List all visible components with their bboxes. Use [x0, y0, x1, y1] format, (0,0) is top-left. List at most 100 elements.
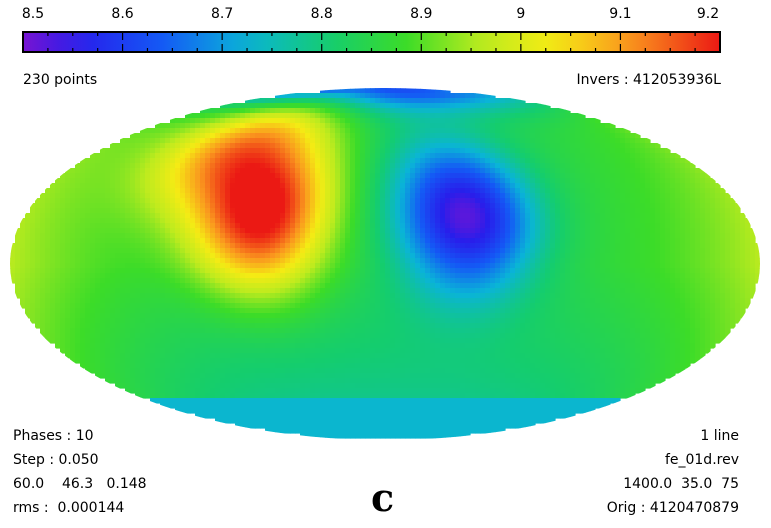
map-cell — [600, 233, 606, 239]
map-cell — [580, 233, 586, 239]
map-cell — [480, 178, 486, 184]
map-cell — [90, 168, 96, 174]
map-cell — [585, 123, 591, 129]
map-cell — [535, 143, 541, 149]
map-cell — [310, 253, 316, 259]
map-cell — [150, 273, 156, 279]
map-cell — [555, 123, 561, 129]
map-cell — [520, 198, 526, 204]
map-cell — [480, 173, 486, 179]
map-cell — [415, 183, 421, 189]
map-cell — [240, 158, 246, 164]
map-cell — [115, 148, 121, 154]
map-cell — [335, 153, 341, 159]
map-cell — [215, 268, 221, 274]
map-cell — [715, 223, 721, 229]
map-cell — [605, 173, 611, 179]
map-cell — [325, 128, 331, 134]
map-cell — [190, 148, 196, 154]
map-cell — [90, 223, 96, 229]
map-cell — [155, 273, 161, 279]
map-cell — [340, 108, 346, 114]
map-cell — [505, 253, 511, 259]
map-cell — [550, 108, 556, 114]
map-cell — [60, 283, 66, 289]
map-cell — [525, 123, 531, 129]
map-cell — [195, 168, 201, 174]
map-cell — [260, 238, 266, 244]
map-cell — [280, 253, 286, 259]
map-cell — [390, 188, 396, 194]
map-cell — [135, 218, 141, 224]
map-cell — [730, 208, 736, 214]
map-cell — [580, 153, 586, 159]
map-cell — [620, 143, 626, 149]
map-cell — [160, 283, 166, 289]
map-cell — [315, 103, 321, 109]
map-cell — [555, 223, 561, 229]
map-cell — [685, 233, 691, 239]
map-cell — [255, 233, 261, 239]
map-cell — [590, 288, 596, 294]
map-cell — [535, 213, 541, 219]
map-cell — [570, 253, 576, 259]
map-cell — [455, 188, 461, 194]
map-cell — [240, 273, 246, 279]
map-cell — [380, 228, 386, 234]
map-cell — [40, 288, 46, 294]
map-cell — [220, 133, 226, 139]
map-cell — [580, 138, 586, 144]
map-cell — [290, 118, 296, 124]
map-cell — [670, 263, 676, 269]
map-cell — [590, 193, 596, 199]
map-cell — [100, 238, 106, 244]
map-cell — [550, 163, 556, 169]
map-cell — [175, 173, 181, 179]
map-cell — [500, 228, 506, 234]
map-cell — [435, 108, 441, 114]
map-cell — [575, 273, 581, 279]
map-cell — [385, 193, 391, 199]
map-cell — [135, 253, 141, 259]
map-cell — [385, 213, 391, 219]
map-cell — [20, 263, 26, 269]
map-cell — [370, 228, 376, 234]
map-cell — [650, 143, 656, 149]
map-cell — [420, 128, 426, 134]
map-cell — [200, 128, 206, 134]
map-cell — [100, 148, 106, 154]
map-cell — [350, 203, 356, 209]
map-cell — [260, 253, 266, 259]
map-cell — [230, 113, 236, 119]
map-cell — [60, 268, 66, 274]
map-cell — [610, 268, 616, 274]
map-cell — [300, 158, 306, 164]
map-cell — [260, 118, 266, 124]
map-cell — [410, 148, 416, 154]
map-cell — [460, 123, 466, 129]
map-cell — [455, 153, 461, 159]
map-cell — [595, 133, 601, 139]
map-cell — [690, 223, 696, 229]
map-cell — [665, 278, 671, 284]
map-cell — [655, 203, 661, 209]
map-cell — [250, 163, 256, 169]
map-cell — [295, 283, 301, 289]
map-cell — [160, 128, 166, 134]
map-cell — [310, 278, 316, 284]
map-cell — [470, 268, 476, 274]
map-cell — [285, 228, 291, 234]
map-cell — [420, 93, 426, 99]
map-cell — [85, 233, 91, 239]
map-cell — [535, 138, 541, 144]
map-cell — [660, 178, 666, 184]
map-cell — [205, 118, 211, 124]
map-cell — [320, 128, 326, 134]
map-cell — [340, 283, 346, 289]
map-cell — [410, 258, 416, 264]
map-cell — [315, 263, 321, 269]
map-cell — [190, 153, 196, 159]
map-cell — [745, 273, 751, 279]
map-cell — [80, 273, 86, 279]
map-cell — [125, 168, 131, 174]
